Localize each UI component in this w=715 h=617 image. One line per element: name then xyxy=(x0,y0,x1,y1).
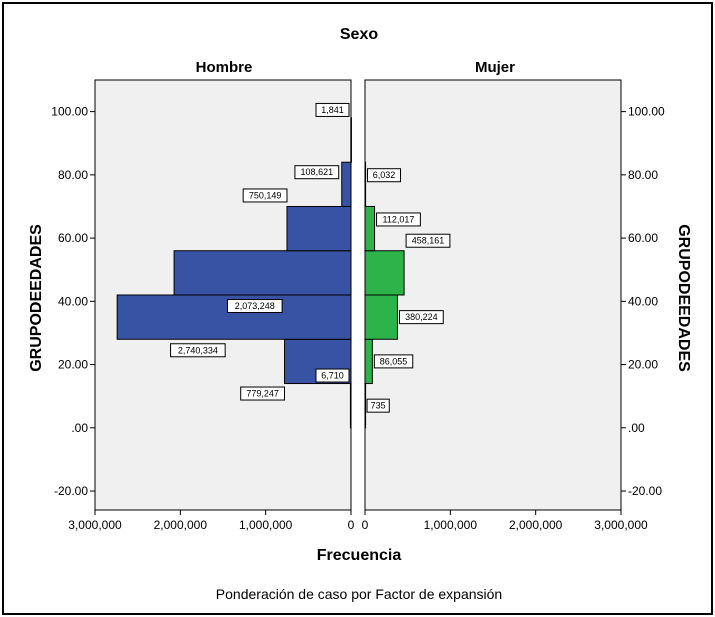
data-label-mujer-box xyxy=(405,233,451,248)
y-tick-label-left: -20.00 xyxy=(54,484,88,498)
data-label-hombre: 1,841 xyxy=(321,105,344,115)
y-tick-label-right: 80.00 xyxy=(628,168,658,182)
y-tick-label-left: 100.00 xyxy=(51,105,88,119)
bar-mujer xyxy=(364,383,367,429)
data-label-hombre: 779,247 xyxy=(246,389,279,399)
y-tick-label-right: -20.00 xyxy=(628,484,662,498)
y-tick-label-left: 20.00 xyxy=(58,358,88,372)
data-label-hombre-box xyxy=(242,188,288,203)
panel-title-left: Hombre xyxy=(196,59,253,76)
data-label-mujer: 6,032 xyxy=(373,170,396,180)
data-label-mujer-box xyxy=(373,354,414,369)
data-label-mujer: 458,161 xyxy=(412,236,445,246)
weighting-footnote: Ponderación de caso por Factor de expans… xyxy=(216,586,502,602)
y-tick-label-left: 40.00 xyxy=(58,294,88,308)
data-label-mujer-box xyxy=(398,310,444,325)
bar-mujer xyxy=(364,250,405,296)
data-label-mujer-box xyxy=(366,398,390,413)
plot-layer: 100.00 100.00 80.00 80.00 60.00 60.00 40.00 40.… xyxy=(51,79,665,532)
bar-hombre xyxy=(341,161,352,207)
data-label-mujer: 112,017 xyxy=(383,214,415,224)
data-label-hombre-box xyxy=(315,368,350,383)
data-label-mujer-box xyxy=(376,212,421,227)
data-label-hombre: 2,740,334 xyxy=(178,345,218,355)
x-axis-label: Frecuencia xyxy=(317,547,402,564)
bar-hombre xyxy=(350,117,352,163)
data-label-mujer: 380,224 xyxy=(405,312,438,322)
y-tick-label-right: 60.00 xyxy=(628,231,658,245)
bar-mujer xyxy=(364,161,367,207)
data-label-hombre: 2,073,248 xyxy=(235,301,275,311)
data-label-mujer: 86,055 xyxy=(380,356,408,366)
bar-mujer xyxy=(364,338,373,385)
y-tick-label-left: .00 xyxy=(71,421,88,435)
population-pyramid-chart: Sexo Hombre Mujer Frecuencia GRUPODEEDAD… xyxy=(28,26,692,602)
x-tick-label-right: 0 xyxy=(362,518,369,532)
data-label-hombre: 750,149 xyxy=(249,190,282,200)
x-tick-label-left: 0 xyxy=(348,518,355,532)
y-tick-label-right: 100.00 xyxy=(628,105,665,119)
data-label-hombre-box xyxy=(170,343,226,358)
data-label-mujer: 735 xyxy=(371,401,386,411)
bar-mujer xyxy=(364,294,398,340)
panel-title-right: Mujer xyxy=(475,59,515,76)
bar-mujer xyxy=(364,205,376,252)
data-label-hombre: 6,710 xyxy=(321,371,344,381)
x-tick-label-left: 1,000,000 xyxy=(239,518,293,532)
y-tick-label-right: .00 xyxy=(628,421,645,435)
data-label-hombre-box xyxy=(240,386,286,401)
bar-hombre xyxy=(349,383,352,429)
y-tick-label-right: 20.00 xyxy=(628,358,658,372)
chart-title: Sexo xyxy=(340,26,378,43)
x-tick-label-left: 3,000,000 xyxy=(68,518,122,532)
y-axis-label-right: GRUPODEEDADES xyxy=(675,224,692,372)
data-label-hombre: 108,621 xyxy=(301,167,334,177)
data-label-hombre-box xyxy=(294,165,340,180)
y-tick-label-left: 60.00 xyxy=(58,231,88,245)
plot-area-right xyxy=(364,79,622,511)
data-label-mujer-box xyxy=(367,168,402,183)
x-tick-label-right: 2,000,000 xyxy=(509,518,563,532)
y-axis-label-left: GRUPODEEDADES xyxy=(28,224,45,372)
x-tick-label-right: 1,000,000 xyxy=(424,518,478,532)
x-tick-label-left: 2,000,000 xyxy=(154,518,208,532)
y-tick-label-right: 40.00 xyxy=(628,294,658,308)
y-tick-label-left: 80.00 xyxy=(58,168,88,182)
bar-hombre xyxy=(173,250,352,296)
data-label-hombre-box xyxy=(315,102,350,117)
x-tick-label-right: 3,000,000 xyxy=(594,518,648,532)
data-label-hombre-box xyxy=(226,299,283,313)
bar-hombre xyxy=(286,205,352,252)
